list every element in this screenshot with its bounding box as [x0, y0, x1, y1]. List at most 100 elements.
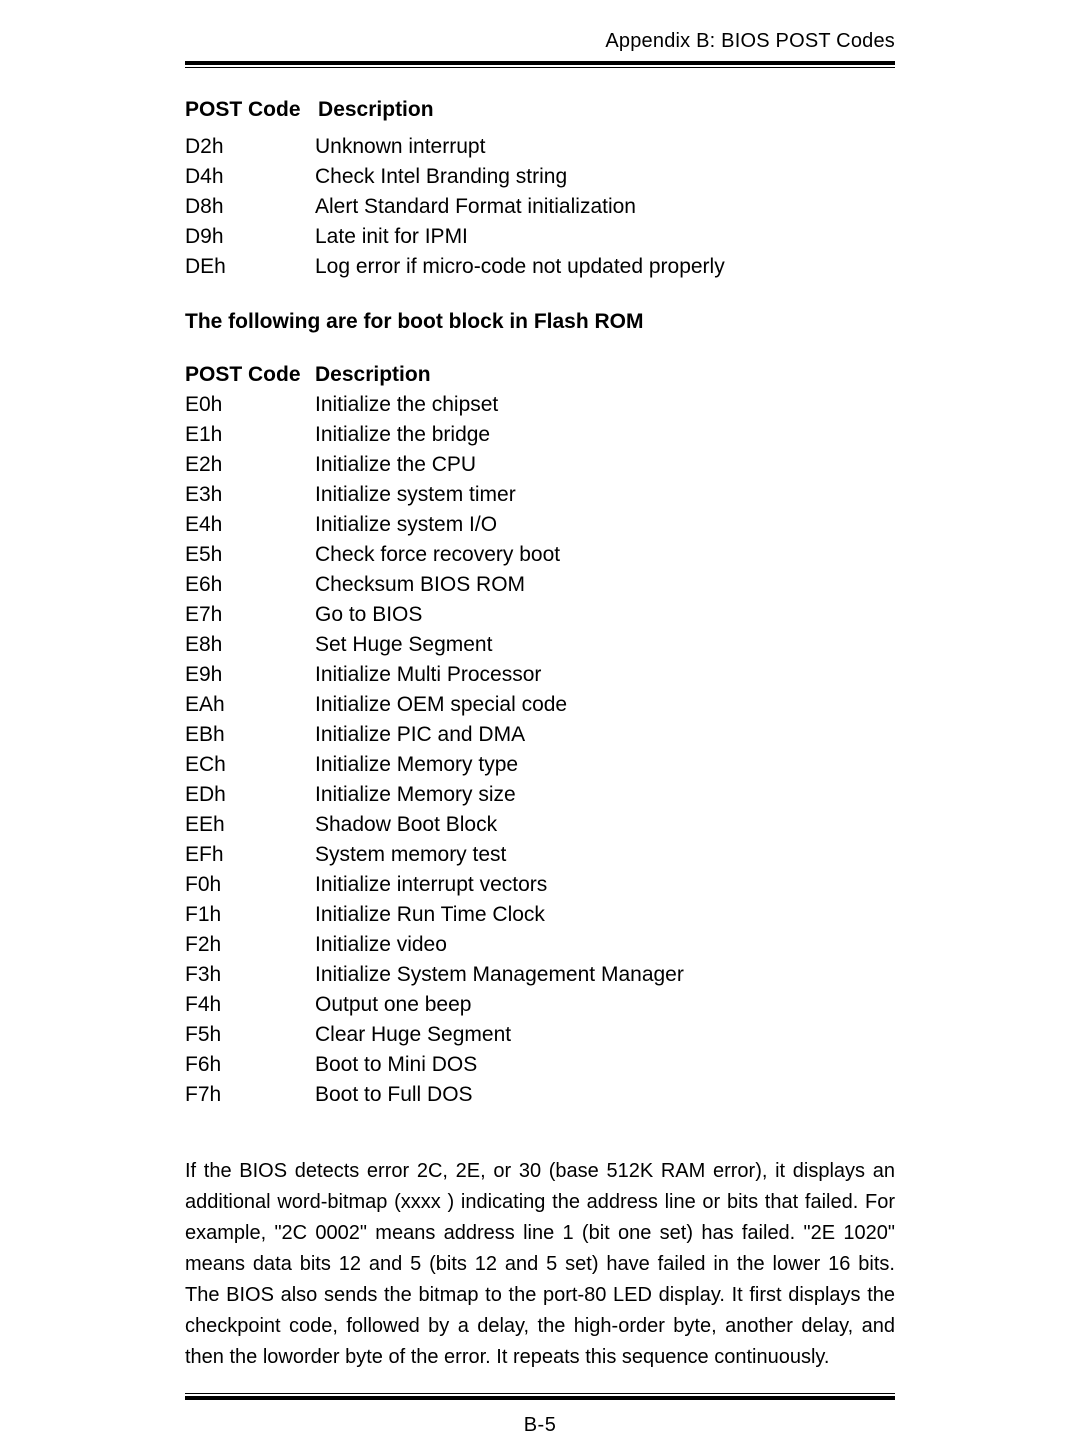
boot-block-heading: The following are for boot block in Flas…: [185, 310, 895, 334]
post-description: Initialize OEM special code: [315, 690, 895, 720]
post-code: F3h: [185, 960, 315, 990]
table-row: D2hUnknown interrupt: [185, 132, 895, 162]
table-row: D9hLate init for IPMI: [185, 222, 895, 252]
post-code: E2h: [185, 450, 315, 480]
table-row: EEhShadow Boot Block: [185, 810, 895, 840]
post-description: Boot to Mini DOS: [315, 1050, 895, 1080]
post-code: F6h: [185, 1050, 315, 1080]
post-description: Initialize PIC and DMA: [315, 720, 895, 750]
post-description: Initialize Run Time Clock: [315, 900, 895, 930]
table-row: E5hCheck force recovery boot: [185, 540, 895, 570]
table2-head-code: POST Code: [185, 360, 315, 390]
post-code: E5h: [185, 540, 315, 570]
post-description: Initialize system timer: [315, 480, 895, 510]
table-row: E2hInitialize the CPU: [185, 450, 895, 480]
table-row: DEhLog error if micro-code not updated p…: [185, 252, 895, 282]
page: Appendix B: BIOS POST Codes POST Code De…: [0, 0, 1080, 1397]
post-code: F2h: [185, 930, 315, 960]
post-description: Clear Huge Segment: [315, 1020, 895, 1050]
post-code: E4h: [185, 510, 315, 540]
post-description: Initialize interrupt vectors: [315, 870, 895, 900]
table-row: F5hClear Huge Segment: [185, 1020, 895, 1050]
table-row: EDhInitialize Memory size: [185, 780, 895, 810]
table-row: F7hBoot to Full DOS: [185, 1080, 895, 1110]
post-code: E0h: [185, 390, 315, 420]
post-description: Checksum BIOS ROM: [315, 570, 895, 600]
post-code: EBh: [185, 720, 315, 750]
post-code: E7h: [185, 600, 315, 630]
table-row: F6hBoot to Mini DOS: [185, 1050, 895, 1080]
table2-head-desc: Description: [315, 360, 895, 390]
table-row: E1hInitialize the bridge: [185, 420, 895, 450]
table-row: E4hInitialize system I/O: [185, 510, 895, 540]
post-description: Log error if micro-code not updated prop…: [315, 252, 895, 282]
post-code: D2h: [185, 132, 315, 162]
table-row: F0hInitialize interrupt vectors: [185, 870, 895, 900]
page-number: B-5: [185, 1414, 895, 1437]
post-code: D9h: [185, 222, 315, 252]
post-description: Initialize Memory size: [315, 780, 895, 810]
post-code: F7h: [185, 1080, 315, 1110]
table-row: EChInitialize Memory type: [185, 750, 895, 780]
post-code: EFh: [185, 840, 315, 870]
post-code: ECh: [185, 750, 315, 780]
post-description: Unknown interrupt: [315, 132, 895, 162]
explanation-paragraph: If the BIOS detects error 2C, 2E, or 30 …: [185, 1156, 895, 1373]
post-description: Initialize the bridge: [315, 420, 895, 450]
post-description: Shadow Boot Block: [315, 810, 895, 840]
post-code: E3h: [185, 480, 315, 510]
post-description: Initialize System Management Manager: [315, 960, 895, 990]
post-description: Late init for IPMI: [315, 222, 895, 252]
table-row: EAhInitialize OEM special code: [185, 690, 895, 720]
post-codes-table-1: D2hUnknown interruptD4hCheck Intel Brand…: [185, 132, 895, 282]
post-description: Initialize the chipset: [315, 390, 895, 420]
post-description: Alert Standard Format initialization: [315, 192, 895, 222]
table-row: E3hInitialize system timer: [185, 480, 895, 510]
section1-heading: POST Code Description: [185, 98, 895, 122]
post-code: DEh: [185, 252, 315, 282]
post-code: E1h: [185, 420, 315, 450]
post-code: F1h: [185, 900, 315, 930]
post-description: Initialize the CPU: [315, 450, 895, 480]
post-code: F4h: [185, 990, 315, 1020]
post-description: Set Huge Segment: [315, 630, 895, 660]
table-row: F3hInitialize System Management Manager: [185, 960, 895, 990]
table-row: EFhSystem memory test: [185, 840, 895, 870]
post-description: Initialize video: [315, 930, 895, 960]
post-description: Initialize Memory type: [315, 750, 895, 780]
post-description: Initialize system I/O: [315, 510, 895, 540]
section1-head-desc: Description: [318, 98, 434, 121]
post-code: E8h: [185, 630, 315, 660]
post-description: Initialize Multi Processor: [315, 660, 895, 690]
post-code: F5h: [185, 1020, 315, 1050]
table-row: E7hGo to BIOS: [185, 600, 895, 630]
table-row: E0hInitialize the chipset: [185, 390, 895, 420]
post-description: System memory test: [315, 840, 895, 870]
post-description: Go to BIOS: [315, 600, 895, 630]
table-row: F1hInitialize Run Time Clock: [185, 900, 895, 930]
post-description: Boot to Full DOS: [315, 1080, 895, 1110]
table-row: E6hChecksum BIOS ROM: [185, 570, 895, 600]
table-row: E8hSet Huge Segment: [185, 630, 895, 660]
table2-header-row: POST Code Description: [185, 360, 895, 390]
table-row: EBhInitialize PIC and DMA: [185, 720, 895, 750]
table-row: D8hAlert Standard Format initialization: [185, 192, 895, 222]
post-code: EEh: [185, 810, 315, 840]
post-code: EAh: [185, 690, 315, 720]
post-code: D4h: [185, 162, 315, 192]
table-row: F4hOutput one beep: [185, 990, 895, 1020]
table-row: F2hInitialize video: [185, 930, 895, 960]
post-description: Check Intel Branding string: [315, 162, 895, 192]
post-code: E6h: [185, 570, 315, 600]
header-rule-thick: [185, 61, 895, 65]
post-code: D8h: [185, 192, 315, 222]
section1-head-code: POST Code: [185, 98, 301, 121]
post-description: Check force recovery boot: [315, 540, 895, 570]
header-rule-thin: [185, 67, 895, 68]
post-code: E9h: [185, 660, 315, 690]
post-code: F0h: [185, 870, 315, 900]
post-description: Output one beep: [315, 990, 895, 1020]
table-row: D4hCheck Intel Branding string: [185, 162, 895, 192]
footer-rule-thin: [185, 1393, 895, 1394]
post-codes-table-2: POST Code Description E0hInitialize the …: [185, 360, 895, 1110]
